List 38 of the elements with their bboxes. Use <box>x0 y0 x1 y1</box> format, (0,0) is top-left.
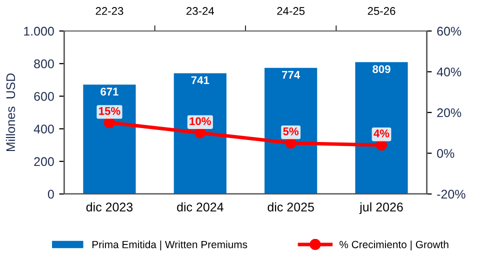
data-label: 5% <box>283 127 299 136</box>
point <box>376 140 388 151</box>
y2-tick-label: 40% <box>436 68 462 76</box>
y-tick-label: 800 <box>34 59 54 68</box>
data-label: 809 <box>372 65 390 74</box>
data-label: 4% <box>374 129 390 138</box>
x-tick-label: dic 2023 <box>86 202 133 212</box>
x-tick-label: jul 2026 <box>359 202 403 214</box>
legend-label: % Crecimiento | Growth <box>340 240 448 250</box>
point <box>194 127 206 138</box>
bar <box>264 68 318 194</box>
x-tick-label: dic 2024 <box>177 202 224 212</box>
bar <box>174 73 226 194</box>
y-tick-label: 0 <box>48 190 54 199</box>
data-label: 774 <box>282 71 300 79</box>
y2-tick-label: 60% <box>437 26 462 36</box>
data-label: 15% <box>99 107 120 115</box>
y-axis-title: Millones USD <box>6 73 16 152</box>
y2-tick-label: -20% <box>437 190 466 199</box>
y-tick-label: 600 <box>34 92 54 101</box>
bar <box>355 62 408 194</box>
text: 24-25 <box>277 7 305 15</box>
x-tick-label: dic 2025 <box>268 202 314 212</box>
y2-tick-label: 20% <box>437 108 462 118</box>
data-label: 671 <box>100 88 118 96</box>
point <box>285 137 296 149</box>
bar <box>83 84 136 194</box>
text: 22-23 <box>96 7 124 15</box>
y-tick-label: 200 <box>34 157 54 166</box>
legend-label: Prima Emitida | Written Premiums <box>92 240 248 250</box>
data-label: 741 <box>191 76 210 84</box>
y-tick-label: 1.000 <box>24 26 54 36</box>
y2-tick-label: 0% <box>437 149 454 158</box>
text: 23-24 <box>186 7 214 15</box>
point <box>104 117 116 128</box>
text: 25-26 <box>368 7 396 15</box>
data-label: 10% <box>190 117 211 126</box>
y-tick-label: 400 <box>34 124 54 134</box>
